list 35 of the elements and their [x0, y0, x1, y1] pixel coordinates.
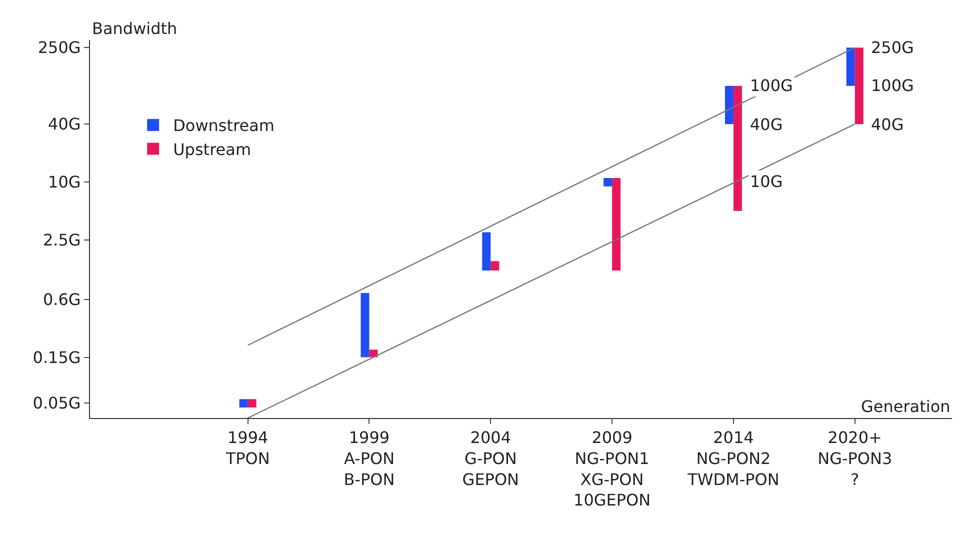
legend-label: Upstream [173, 140, 252, 159]
bar [360, 292, 370, 358]
bar [733, 86, 742, 211]
x-tick-label: 2014 NG-PON2 TWDM-PON [686, 428, 780, 489]
bar [854, 48, 864, 124]
annotation: 40G [871, 115, 904, 134]
y-tick-label: 0.05G [32, 394, 81, 413]
annotation: 40G [750, 115, 783, 134]
y-tick-label: 250G [38, 38, 81, 58]
bar [248, 399, 256, 408]
annotation: 100G [750, 76, 793, 95]
x-axis-title: Generation [861, 397, 950, 416]
x-tick-label: 2004 G-PON GEPON [462, 428, 520, 489]
y-tick-label: 10G [48, 172, 81, 192]
bar [612, 178, 621, 270]
y-tick-label: 0.15G [32, 348, 81, 367]
x-tick-label: 2020+ NG-PON3 ? [818, 428, 892, 489]
bar [724, 86, 734, 124]
legend-label: Downstream [173, 116, 275, 136]
x-tick-label: 1994 TPON [224, 428, 270, 468]
x-tick-label: 1999 A-PON B-PON [344, 428, 395, 489]
y-tick-label: 0.6G [42, 290, 81, 309]
bar [239, 399, 248, 408]
annotation: 10G [750, 172, 783, 191]
y-axis-title: Bandwidth [92, 19, 178, 38]
bar [846, 48, 855, 86]
annotation: 250G [871, 38, 914, 57]
annotation: 100G [871, 76, 914, 95]
bar [369, 350, 378, 358]
bar [604, 178, 612, 186]
bar [482, 232, 491, 270]
y-tick-label: 40G [48, 114, 81, 134]
y-tick-label: 2.5G [42, 230, 81, 250]
x-tick-label: 2009 NG-PON1 XG-PON 10GEPON [574, 428, 651, 510]
bar [490, 261, 500, 270]
